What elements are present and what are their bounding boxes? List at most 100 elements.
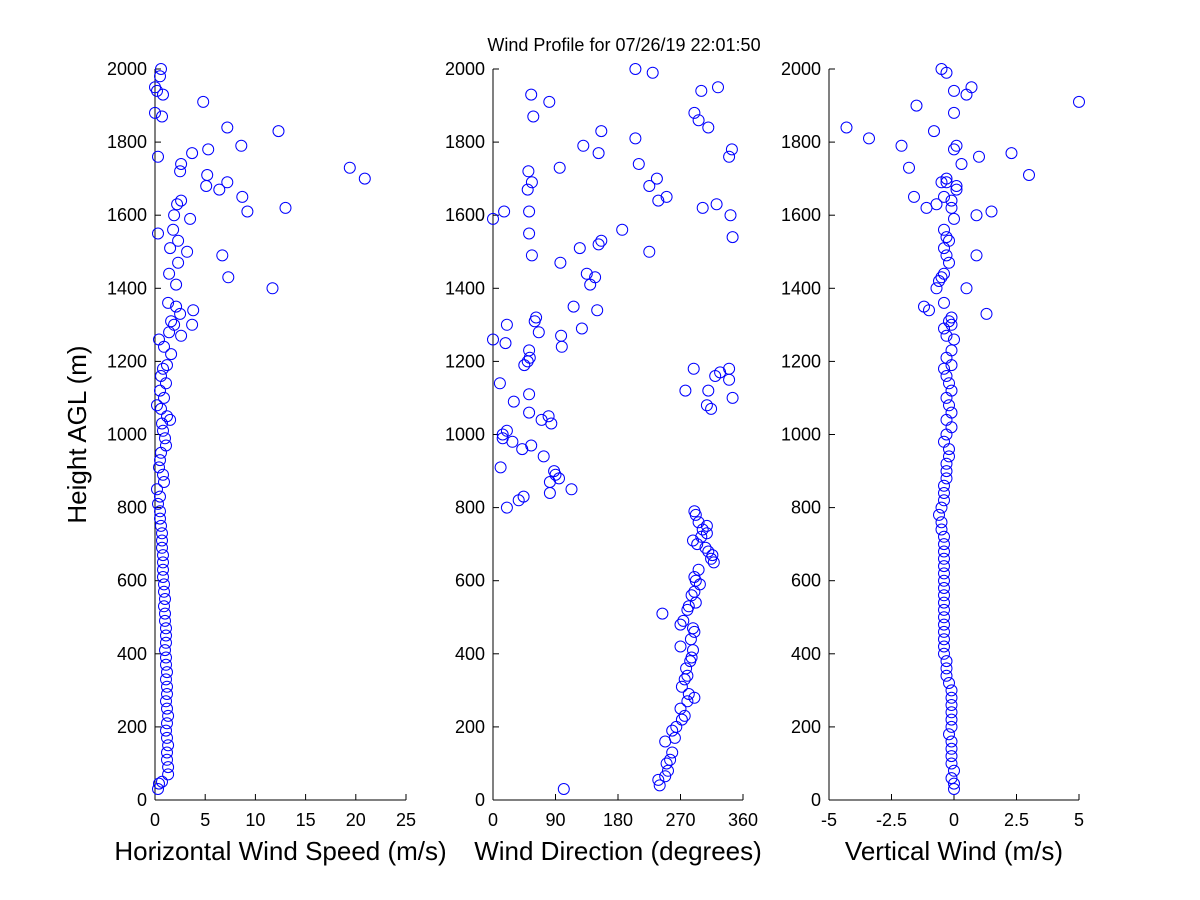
- vertical-wind-ytick-label: 200: [791, 717, 821, 737]
- panel-vertical-wind: 0 200 400 600 800 1000 1200 1400 1600 1800 2000 -5…: [781, 59, 1085, 866]
- horizontal-speed-data-point: [162, 768, 175, 781]
- horizontal-speed-data-point: [158, 578, 170, 591]
- wind-direction-data-point: [685, 651, 698, 664]
- vertical-wind-data-point: [863, 132, 875, 145]
- horizontal-speed-data-point: [172, 234, 185, 247]
- horizontal-speed-data-point: [175, 329, 188, 342]
- vertical-wind-data-point: [938, 567, 950, 580]
- vertical-wind-data-point: [940, 329, 953, 342]
- vertical-wind-data-point: [938, 190, 950, 203]
- wind-direction-data-point: [643, 245, 656, 258]
- wind-direction-data-point: [724, 209, 737, 222]
- vertical-wind-ytick-label: 400: [791, 644, 821, 664]
- vertical-wind-data-point: [945, 772, 958, 785]
- wind-direction-data-point: [557, 783, 570, 795]
- vertical-wind-data-point: [938, 223, 950, 236]
- vertical-wind-data-point: [938, 640, 950, 653]
- wind-direction-data-point: [666, 724, 679, 737]
- horizontal-speed-data-point: [158, 476, 170, 488]
- wind-direction-data-point: [674, 702, 687, 715]
- wind-direction-data-point: [687, 362, 700, 375]
- vertical-wind-data-point: [948, 333, 960, 346]
- vertical-wind-data-point: [948, 84, 960, 97]
- horizontal-speed-ytick-label: 1200: [107, 351, 147, 371]
- horizontal-speed-ytick-labels: 0 200 400 600 800 1000 1200 1400 1600 1800 2000: [107, 59, 147, 810]
- horizontal-speed-data-point: [157, 549, 169, 562]
- vertical-wind-markers: [840, 63, 1085, 795]
- vertical-wind-ytick-label: 1800: [781, 132, 821, 152]
- wind-direction-data-point: [707, 556, 720, 569]
- wind-direction-markers: [487, 63, 739, 795]
- horizontal-speed-data-point: [158, 600, 170, 613]
- wind-direction-data-point: [527, 110, 540, 123]
- vertical-wind-data-point: [938, 611, 950, 624]
- horizontal-speed-data-point: [236, 190, 249, 203]
- vertical-wind-data-point: [938, 647, 950, 660]
- horizontal-speed-data-point: [156, 775, 168, 788]
- wind-direction-data-point: [496, 428, 509, 441]
- horizontal-speed-data-point: [160, 724, 172, 737]
- vertical-wind-data-point: [935, 516, 948, 529]
- vertical-wind-data-point: [943, 450, 955, 463]
- horizontal-speed-data-point: [186, 318, 199, 331]
- horizontal-speed-data-point: [155, 446, 167, 459]
- horizontal-speed-data-point: [201, 169, 214, 181]
- horizontal-speed-data-point: [162, 709, 175, 722]
- horizontal-speed-data-point: [174, 307, 187, 320]
- horizontal-speed-data-point: [158, 340, 170, 353]
- vertical-wind-data-point: [943, 728, 955, 741]
- horizontal-speed-data-point: [174, 165, 187, 178]
- wind-direction-data-point: [507, 395, 520, 408]
- wind-direction-data-point: [592, 147, 605, 160]
- horizontal-speed-data-point: [157, 88, 169, 101]
- vertical-wind-data-point: [943, 443, 955, 456]
- vertical-wind-data-point: [945, 691, 958, 704]
- horizontal-speed-data-point: [154, 512, 166, 525]
- vertical-wind-data-point: [955, 158, 968, 170]
- vertical-wind-data-point: [935, 271, 948, 284]
- vertical-wind-ytick-label: 1000: [781, 425, 821, 445]
- vertical-wind-data-point: [948, 106, 960, 119]
- horizontal-speed-xtick-label: 10: [245, 810, 265, 830]
- horizontal-speed-data-point: [175, 158, 188, 170]
- horizontal-speed-data-point: [172, 256, 185, 269]
- wind-direction-data-point: [692, 563, 705, 576]
- horizontal-speed-data-point: [161, 680, 173, 693]
- vertical-wind-data-point: [965, 81, 978, 94]
- wind-direction-ytick-label: 1400: [445, 278, 485, 298]
- vertical-wind-data-point: [943, 234, 955, 247]
- horizontal-speed-data-point: [161, 410, 173, 423]
- vertical-wind-data-point: [840, 121, 853, 134]
- horizontal-speed-data-point: [159, 607, 171, 620]
- horizontal-speed-data-point: [160, 439, 172, 452]
- horizontal-speed-data-point: [160, 622, 172, 635]
- vertical-wind-data-point: [945, 742, 958, 755]
- wind-direction-data-point: [595, 125, 608, 138]
- wind-direction-data-point: [629, 132, 642, 145]
- wind-direction-data-point: [523, 406, 536, 419]
- vertical-wind-data-point: [945, 699, 958, 711]
- vertical-wind-data-point: [945, 421, 958, 434]
- horizontal-speed-data-point: [158, 585, 170, 598]
- vertical-wind-xtick-label: 5: [1074, 810, 1084, 830]
- vertical-wind-xtick-labels: -5 -2.5 0 2.5 5: [821, 810, 1084, 830]
- vertical-wind-xtick-label: 0: [949, 810, 959, 830]
- wind-direction-data-point: [723, 362, 736, 375]
- wind-direction-data-point: [553, 472, 565, 485]
- horizontal-speed-data-point: [164, 413, 177, 426]
- wind-direction-data-point: [525, 176, 538, 189]
- wind-direction-data-point: [678, 709, 691, 722]
- vertical-wind-ytick-label: 1400: [781, 278, 821, 298]
- wind-direction-data-point: [668, 731, 681, 744]
- vertical-wind-ytick-label: 1200: [781, 351, 821, 371]
- vertical-wind-data-point: [945, 750, 958, 763]
- horizontal-speed-ytick-label: 400: [117, 644, 147, 664]
- wind-direction-data-point: [700, 399, 713, 412]
- vertical-wind-data-point: [923, 304, 935, 317]
- vertical-wind-data-point: [940, 465, 953, 478]
- wind-direction-data-point: [523, 388, 536, 401]
- wind-direction-data-point: [487, 333, 499, 346]
- horizontal-speed-data-point: [154, 384, 166, 397]
- wind-direction-data-point: [525, 88, 538, 101]
